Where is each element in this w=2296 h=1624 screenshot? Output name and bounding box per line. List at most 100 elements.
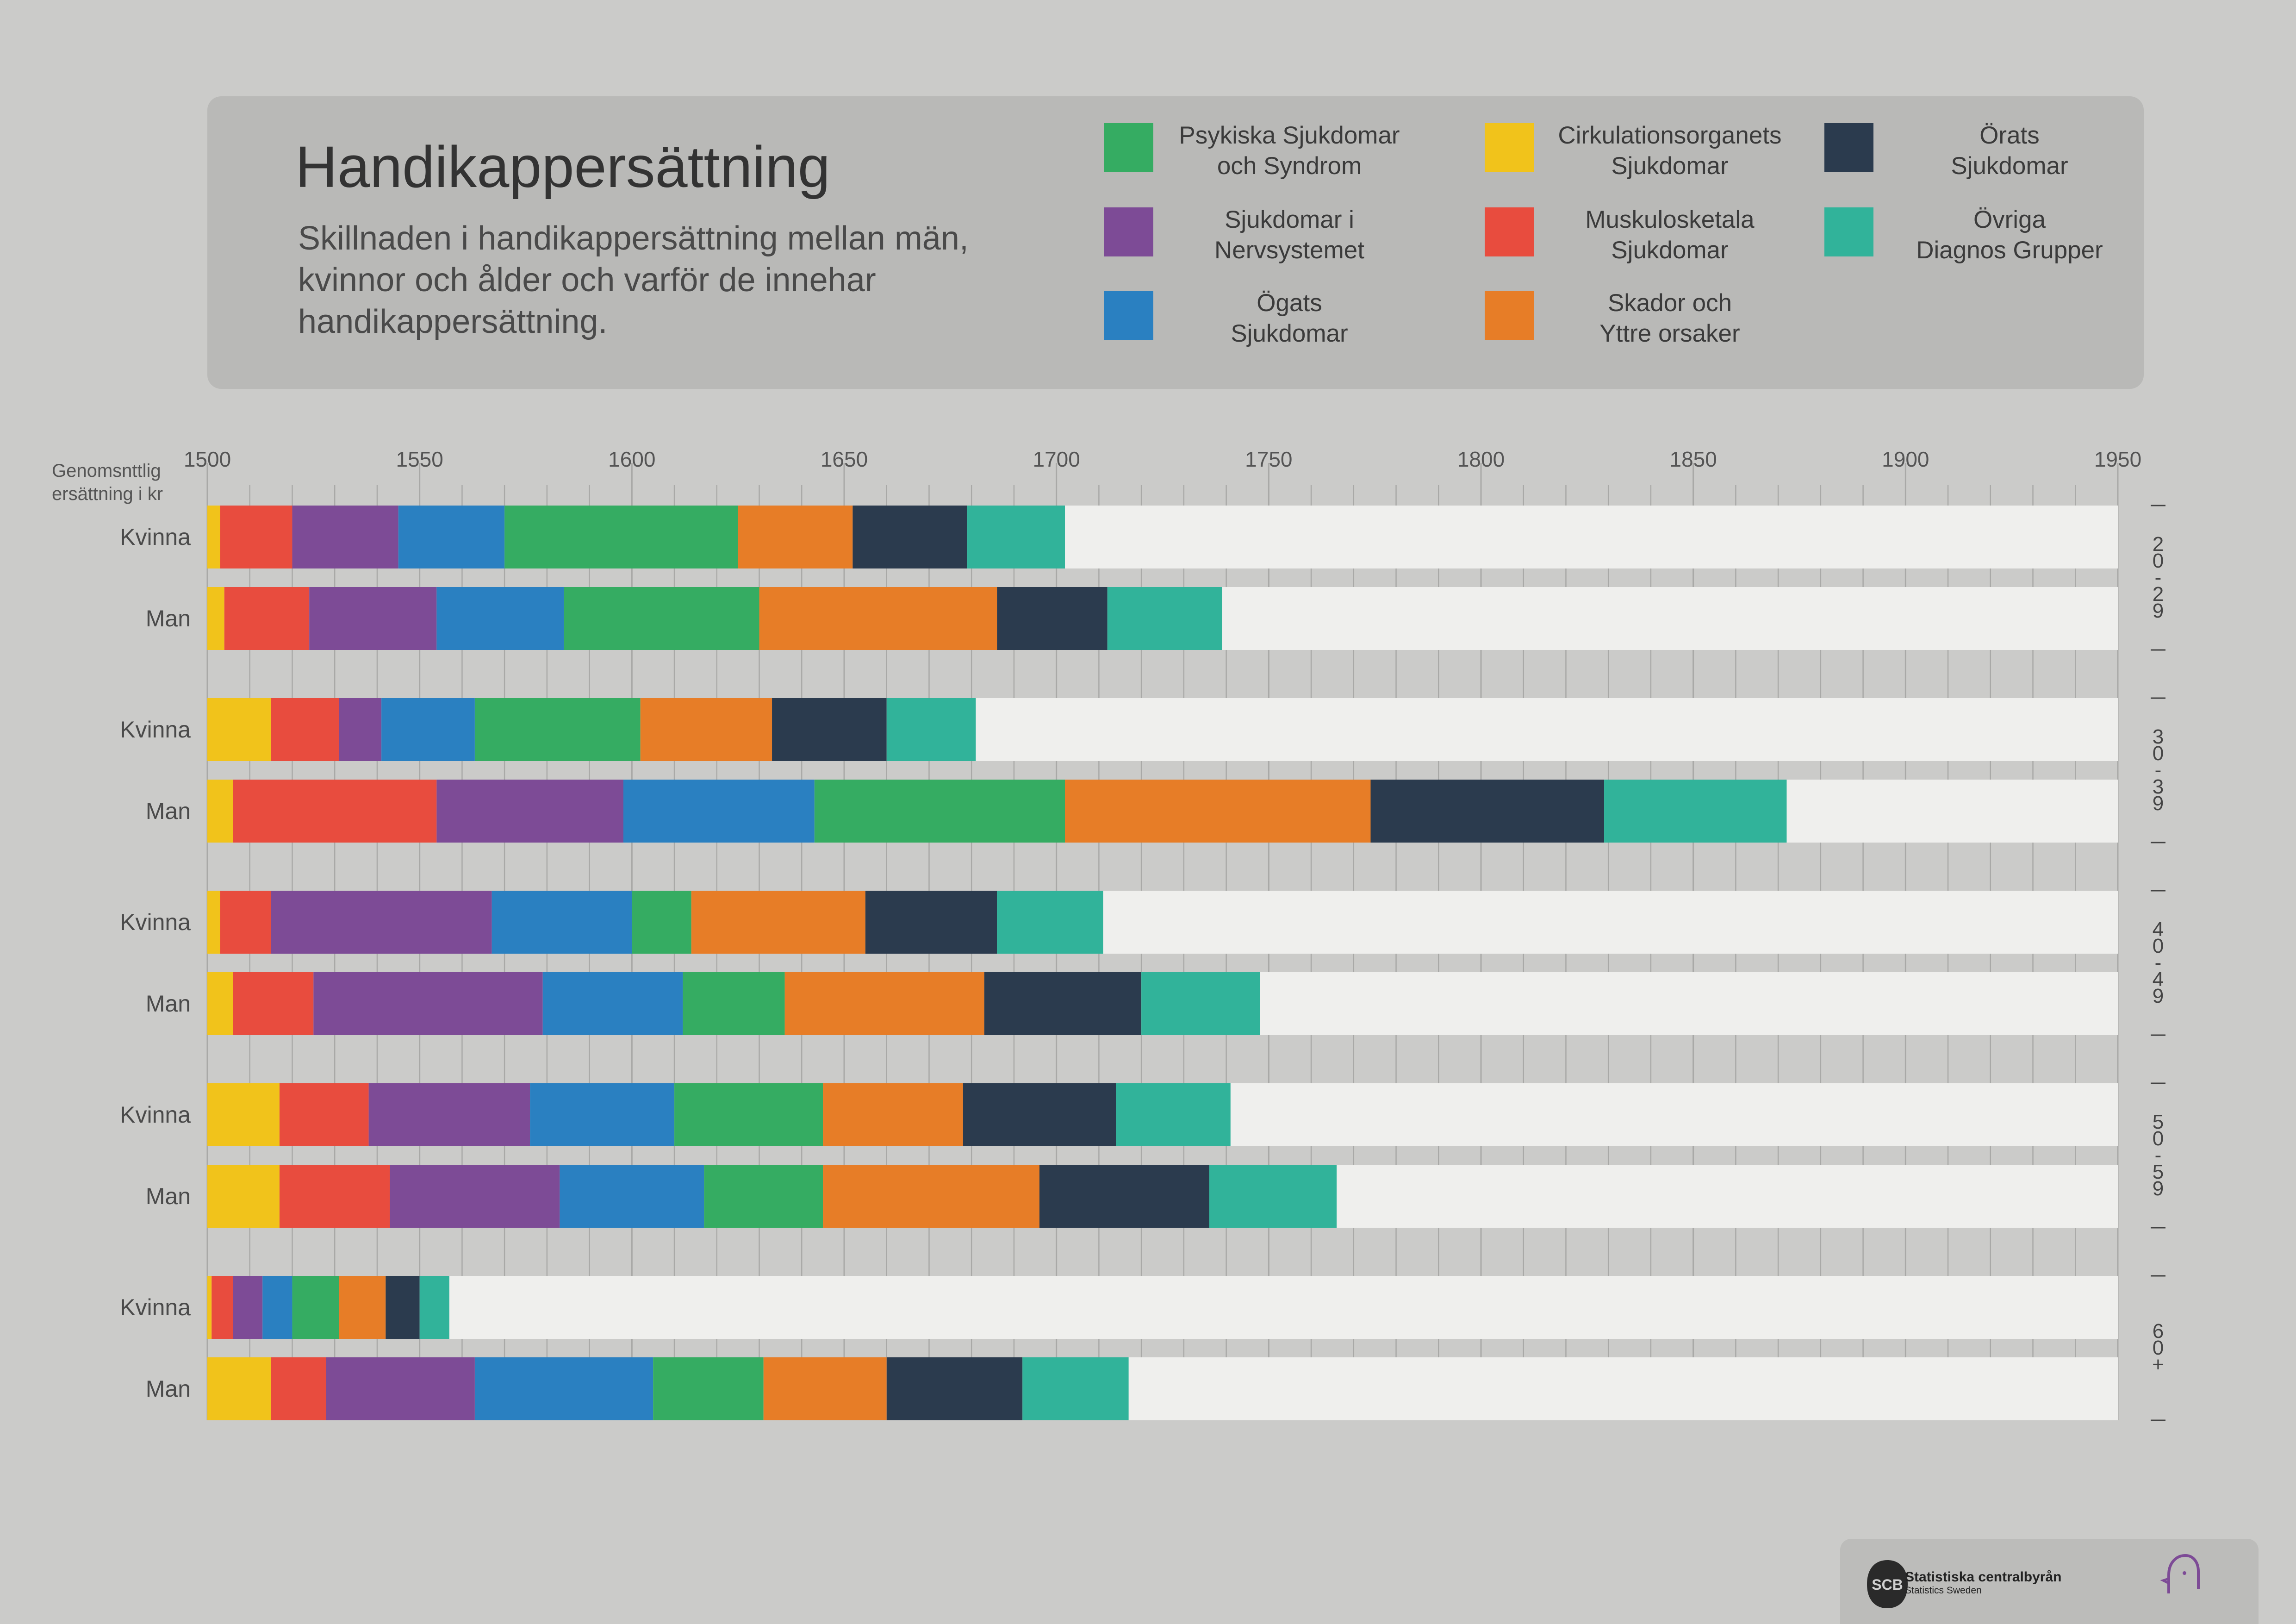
bar-segment <box>224 587 310 650</box>
bar-segment <box>381 698 475 761</box>
legend-item: Ögats Sjukdomar <box>1104 289 1475 360</box>
bar-track <box>207 1276 2118 1339</box>
age-group-char: + <box>2152 1353 2164 1376</box>
x-tick-label: 1750 <box>1245 447 1292 471</box>
org-subtitle: Statistics Sweden <box>1905 1585 1982 1596</box>
bar-segment <box>560 1165 704 1228</box>
bar-segment <box>207 780 233 843</box>
legend-label: Psykiska Sjukdomar och Syndrom <box>1179 122 1400 180</box>
axis-title: Genomsnttlig <box>52 461 161 481</box>
bar-segment <box>474 698 641 761</box>
bar-segment <box>292 1276 339 1339</box>
age-group-char: - <box>2155 951 2162 974</box>
bar-segment <box>623 780 815 843</box>
header-panel: Handikappersättning Skillnaden i handika… <box>207 96 2144 389</box>
age-group-char: 4 <box>2153 968 2164 991</box>
legend-label: Ögats Sjukdomar <box>1231 289 1348 347</box>
axis-title: ersättning i kr <box>52 484 163 504</box>
age-group-char: - <box>2155 759 2162 781</box>
bar-segment <box>852 506 968 568</box>
bar-segment <box>339 1276 386 1339</box>
age-group-char: 0 <box>2153 742 2164 765</box>
legend-label: Örats Sjukdomar <box>1951 122 2068 180</box>
chart-title: Handikappersättning <box>295 134 830 200</box>
bar-segment <box>784 972 984 1035</box>
bar-segment <box>419 1276 449 1339</box>
stacked-bar-chart: 1500 1550 1600 1650 1700 1750 1800 1850 1900 1950… <box>52 447 2165 1421</box>
x-tick-label: 1600 <box>608 447 655 471</box>
legend-item: Skador och Yttre orsaker <box>1485 289 1855 360</box>
legend-item: Psykiska Sjukdomar och Syndrom <box>1104 122 1475 193</box>
age-group-char: - <box>2155 1144 2162 1167</box>
bar-segment <box>674 1083 823 1146</box>
bar-segment <box>1107 587 1222 650</box>
bar-segment <box>220 506 292 568</box>
bar-segment <box>564 587 759 650</box>
age-group-char: 5 <box>2153 1161 2164 1183</box>
bar-segment <box>653 1357 764 1420</box>
age-group-char: 0 <box>2153 1127 2164 1150</box>
bar-label: Man <box>146 606 191 631</box>
x-tick-label: 1900 <box>1882 447 1929 471</box>
bar-segment <box>313 972 543 1035</box>
bar-segment <box>1209 1165 1337 1228</box>
bar-segment <box>886 698 976 761</box>
age-group-char: 0 <box>2153 1337 2164 1359</box>
bar-segment <box>207 1165 280 1228</box>
age-group-char: 5 <box>2153 1111 2164 1133</box>
x-tick-label: 1800 <box>1457 447 1505 471</box>
bar-label: Man <box>146 991 191 1017</box>
chart-subtitle: Skillnaden i handikappersättning mellan … <box>298 220 969 340</box>
legend-label: Skador och Yttre orsaker <box>1599 289 1740 347</box>
legend-swatch <box>1824 123 1873 172</box>
bar-segment <box>271 1357 326 1420</box>
bar-segment <box>1065 780 1371 843</box>
bar-segment <box>504 506 738 568</box>
legend-swatch <box>1104 207 1153 256</box>
age-group-char: 3 <box>2153 775 2164 798</box>
legend-label: Cirkulationsorganets Sjukdomar <box>1558 122 1782 180</box>
legend-swatch <box>1485 123 1534 172</box>
bar-label: Kvinna <box>120 909 191 935</box>
bar-segment <box>398 506 505 568</box>
bar-segment <box>1116 1083 1231 1146</box>
age-group-char: 0 <box>2153 550 2164 572</box>
bar-segment <box>997 891 1103 954</box>
bar-segment <box>683 972 785 1035</box>
bar-segment <box>542 972 683 1035</box>
legend-swatch <box>1104 123 1153 172</box>
bar-segment <box>691 891 865 954</box>
legend-label: Övriga Diagnos Grupper <box>1916 206 2103 264</box>
bar-segment <box>279 1165 390 1228</box>
bar-segment <box>271 891 492 954</box>
age-group-char: 3 <box>2153 725 2164 748</box>
bar-segment <box>436 780 623 843</box>
bar-segment <box>207 587 224 650</box>
bar-label: Man <box>146 798 191 824</box>
bar-segment <box>436 587 564 650</box>
bar-segment <box>738 506 853 568</box>
bar-segment <box>368 1083 530 1146</box>
bar-segment <box>814 780 1065 843</box>
bar-segment <box>1039 1165 1209 1228</box>
bar-segment <box>207 1357 271 1420</box>
bar-segment <box>207 698 271 761</box>
legend-swatch <box>1485 207 1534 256</box>
bar-segment <box>1370 780 1605 843</box>
age-group-char: 9 <box>2153 792 2164 815</box>
age-group-char: 2 <box>2153 583 2164 606</box>
age-group-char: 9 <box>2153 1177 2164 1200</box>
bar-segment <box>1022 1357 1129 1420</box>
bar-segment <box>997 587 1108 650</box>
bar-label: Kvinna <box>120 524 191 550</box>
bar-segment <box>386 1276 420 1339</box>
bar-segment <box>759 587 997 650</box>
bar-label: Kvinna <box>120 717 191 743</box>
bar-segment <box>207 972 233 1035</box>
x-tick-label: 1500 <box>184 447 231 471</box>
legend-item: Cirkulationsorganets Sjukdomar <box>1485 122 1855 193</box>
age-group-char: - <box>2155 566 2162 589</box>
age-group-char: 4 <box>2153 918 2164 941</box>
bar-segment <box>207 1276 212 1339</box>
bar-segment <box>233 780 437 843</box>
